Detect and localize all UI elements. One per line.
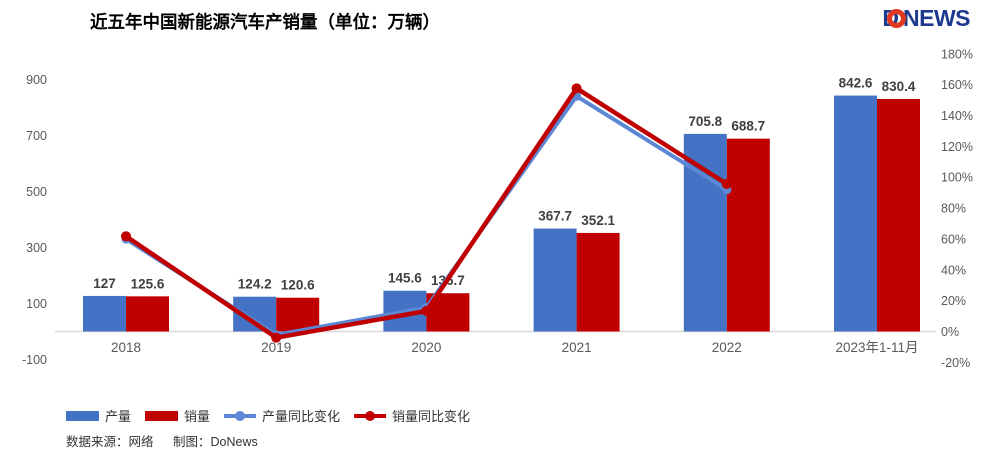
right-axis-tick: 80% <box>941 202 966 216</box>
line-marker <box>421 305 432 316</box>
left-axis-tick: 900 <box>26 73 47 87</box>
bar-label-production: 124.2 <box>238 277 272 292</box>
legend-label: 产量 <box>105 409 132 424</box>
right-axis-tick: 100% <box>941 171 973 185</box>
donews-logo: D NEWS <box>882 7 970 30</box>
line-marker <box>571 83 582 94</box>
right-axis-tick: 20% <box>941 294 966 308</box>
right-axis-tick: 140% <box>941 109 973 123</box>
bar-sales-2022 <box>726 138 770 332</box>
legend-label: 销量同比变化 <box>392 409 471 424</box>
legend-item-bar: 销量 <box>145 406 210 425</box>
right-axis-tick: 40% <box>941 263 966 277</box>
logo-o-ring-icon <box>887 9 906 28</box>
bar-label-production: 842.6 <box>839 76 873 91</box>
left-axis-tick: 700 <box>26 129 47 143</box>
legend-label: 产量同比变化 <box>262 409 341 424</box>
x-axis-label: 2021 <box>562 340 592 355</box>
bar-label-production: 127 <box>93 276 116 291</box>
x-axis-label: 2022 <box>712 340 742 355</box>
right-axis-tick: 0% <box>941 325 959 339</box>
right-axis-tick: 120% <box>941 140 973 154</box>
legend-label: 销量 <box>184 409 211 424</box>
left-axis-tick: -100 <box>22 353 47 367</box>
right-axis-tick: 160% <box>941 78 973 92</box>
bar-production-2018 <box>83 295 126 332</box>
bar-sales-2023年1-11月 <box>877 98 920 332</box>
line-marker <box>721 178 732 189</box>
bar-sales-2018 <box>126 296 169 332</box>
legend-item-line: 销量同比变化 <box>354 406 470 425</box>
bar-label-production: 705.8 <box>688 114 722 129</box>
bar-production-2023年1-11月 <box>834 95 877 332</box>
legend-bar-swatch <box>66 410 99 421</box>
bar-label-production: 367.7 <box>538 209 572 224</box>
left-axis-tick: 300 <box>26 241 47 255</box>
left-axis-tick: 500 <box>26 185 47 199</box>
legend-item-line: 产量同比变化 <box>224 406 340 425</box>
credit-label: 制图：DoNews <box>173 435 258 449</box>
legend-line-swatch <box>354 410 387 421</box>
x-axis-label: 2018 <box>111 340 141 355</box>
bar-sales-2019 <box>276 297 320 332</box>
x-axis-label: 2020 <box>411 340 441 355</box>
chart-legend: 产量 销量 产量同比变化 销量同比变化 <box>66 406 470 425</box>
bar-label-production: 145.6 <box>388 271 422 286</box>
chart-title: 近五年中国新能源汽车产销量（单位：万辆） <box>90 12 440 32</box>
bar-sales-2021 <box>576 232 620 332</box>
bar-production-2021 <box>533 228 577 332</box>
line-marker <box>121 231 131 242</box>
bar-label-sales: 120.6 <box>281 278 315 293</box>
bar-label-sales: 352.1 <box>581 213 615 228</box>
legend-bar-swatch <box>145 410 179 421</box>
x-axis-label: 2023年1-11月 <box>835 340 918 355</box>
bar-label-sales: 830.4 <box>882 79 916 94</box>
line-marker <box>271 332 282 343</box>
left-axis-tick: 100 <box>26 297 47 311</box>
logo-news-text: NEWS <box>903 5 971 31</box>
legend-item-bar: 产量 <box>66 406 131 425</box>
right-axis-tick: -20% <box>941 356 970 370</box>
right-axis-tick: 60% <box>941 232 966 246</box>
bar-production-2022 <box>683 133 727 332</box>
legend-line-dot <box>235 410 246 421</box>
x-axis-label: 2019 <box>261 340 291 355</box>
data-source-label: 数据来源：网络 <box>66 435 154 449</box>
bar-label-sales: 688.7 <box>731 119 765 134</box>
footer-credits: 数据来源：网络 制图：DoNews <box>66 431 258 450</box>
bar-label-sales: 125.6 <box>131 276 165 291</box>
legend-line-swatch <box>224 410 257 421</box>
legend-line-dot <box>365 410 376 421</box>
right-axis-tick: 180% <box>941 47 973 61</box>
